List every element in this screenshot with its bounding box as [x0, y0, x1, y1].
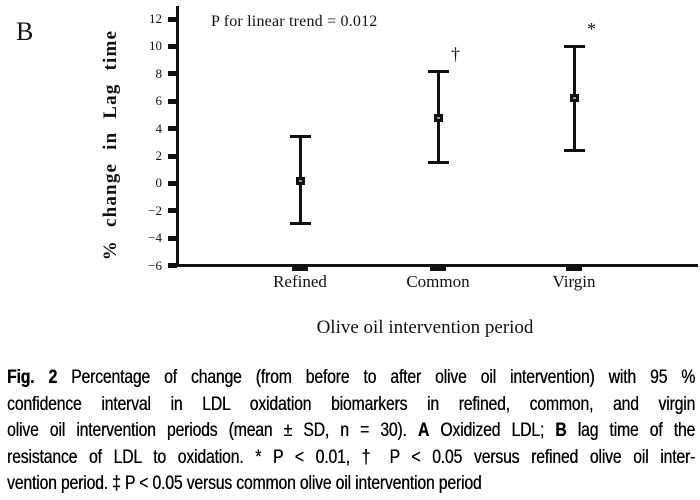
- mean-marker: [295, 176, 305, 185]
- mean-marker-center: [436, 116, 440, 119]
- mean-marker-center: [298, 179, 302, 182]
- plot-area: P for linear trend = 0.012 % change in L…: [100, 6, 698, 338]
- caption-text: vention period. ‡ P < 0.05 versus common…: [7, 473, 482, 494]
- y-tick-label: −2: [148, 202, 162, 218]
- y-tick: [168, 153, 177, 159]
- caption-line: Fig. 2 Percentage of change (from before…: [7, 365, 695, 392]
- y-tick-label: 6: [155, 93, 163, 109]
- y-tick: [168, 43, 177, 49]
- mean-marker-center: [572, 97, 576, 100]
- y-tick: [168, 180, 177, 186]
- mean-marker: [569, 94, 579, 103]
- x-tick: [430, 266, 446, 271]
- x-category-label: Virgin: [552, 272, 596, 291]
- y-tick-label: 10: [149, 38, 162, 54]
- error-bar-cap-bottom: [427, 161, 449, 165]
- y-tick-label: 4: [155, 120, 163, 136]
- y-tick-label: 2: [155, 148, 163, 163]
- caption-text: lag time of the: [566, 420, 696, 441]
- y-tick: [168, 263, 177, 269]
- caption-bold-label: A: [417, 420, 430, 441]
- caption-text: olive oil intervention periods (mean ± S…: [7, 420, 418, 441]
- x-category-label: Common: [406, 272, 470, 291]
- y-axis-title: % change in Lag time: [100, 29, 121, 261]
- trend-annotation: P for linear trend = 0.012: [211, 13, 378, 30]
- caption-text: resistance of LDL to oxidation. * P < 0.…: [7, 446, 696, 468]
- caption-text: Percentage of change (from before to aft…: [56, 367, 696, 388]
- x-axis-title: Olive oil intervention period: [316, 317, 534, 338]
- figure-caption: Fig. 2 Percentage of change (from before…: [7, 365, 695, 498]
- y-tick: [168, 16, 177, 22]
- significance-marker: †: [451, 44, 460, 65]
- y-tick-label: 0: [155, 175, 163, 191]
- caption-line: vention period. ‡ P < 0.05 versus common…: [7, 471, 695, 498]
- error-bar-cap-bottom: [289, 221, 311, 225]
- caption-line: resistance of LDL to oxidation. * P < 0.…: [7, 445, 695, 472]
- x-category-label: Refined: [273, 272, 327, 291]
- y-tick-label: −6: [148, 257, 162, 273]
- error-bar-cap-top: [289, 135, 311, 139]
- x-tick: [566, 266, 582, 271]
- caption-text: confidence interval in LDL oxidation bio…: [7, 393, 696, 415]
- y-tick-label: −4: [148, 230, 162, 246]
- mean-marker: [433, 113, 443, 122]
- y-tick: [168, 98, 177, 104]
- y-tick-label: 12: [149, 11, 162, 26]
- panel-label: B: [16, 17, 34, 46]
- caption-line: confidence interval in LDL oxidation bio…: [7, 392, 695, 419]
- caption-bold-label: B: [555, 420, 567, 441]
- x-tick: [292, 266, 308, 271]
- x-axis-line: [176, 264, 698, 267]
- caption-bold-label: Fig. 2: [7, 367, 57, 388]
- caption-text: Oxidized LDL;: [429, 420, 556, 441]
- y-axis-line: [176, 6, 179, 267]
- error-bar-cap-top: [563, 44, 585, 48]
- error-bar-cap-bottom: [563, 149, 585, 153]
- error-bar-cap-top: [427, 69, 449, 73]
- y-tick: [168, 71, 177, 77]
- y-tick-label: 8: [155, 65, 163, 81]
- significance-marker: *: [587, 19, 596, 40]
- y-tick: [168, 208, 177, 214]
- caption-line: olive oil intervention periods (mean ± S…: [7, 418, 695, 445]
- y-tick: [168, 126, 177, 132]
- y-tick: [168, 235, 177, 241]
